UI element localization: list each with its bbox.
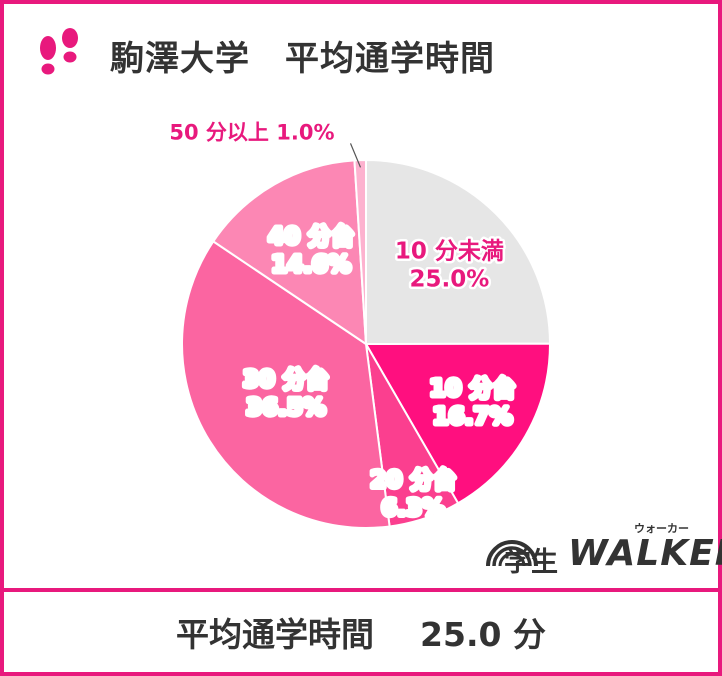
pie-slice — [353, 158, 367, 345]
slice-label-outside: 50 分以上 1.0% — [169, 120, 334, 144]
slice-value-label: 36.5% — [246, 395, 326, 421]
footer-label: 平均通学時間 — [176, 615, 375, 654]
logo-walker: WALKER — [568, 533, 722, 574]
slice-value-label: 14.6% — [271, 252, 351, 278]
slice-label: 50 分以上 — [169, 120, 276, 144]
logo-kana: ウォーカー — [634, 522, 689, 535]
leader-line — [349, 143, 362, 168]
pie-slice — [364, 342, 552, 505]
slice-label: 10 分未満 — [395, 239, 504, 265]
pie-slice — [211, 159, 368, 346]
slice-value-label: 1.0% — [276, 120, 334, 144]
footer-value: 25.0 分 — [420, 615, 546, 654]
slice-value-label: 25.0% — [410, 267, 490, 293]
logo-mark-icon — [486, 540, 538, 567]
gakusei-walker-logo: ウォーカー 学生 WALKER — [482, 514, 722, 578]
slice-value-label: 6.3% — [381, 495, 445, 521]
slice-label: 30 分台 — [243, 366, 329, 393]
chart-area: 駒澤大学 平均通学時間 10 分未満 25.0% 10 分台 16.7% 20 分台 6.… — [4, 4, 722, 588]
footprints-icon — [40, 28, 78, 75]
divider — [4, 588, 718, 592]
footer: 平均通学時間 25.0 分 — [4, 592, 718, 672]
slice-label: 10 分台 — [429, 375, 515, 402]
slice-value-label: 16.7% — [433, 404, 513, 430]
chart-title: 駒澤大学 平均通学時間 — [110, 38, 495, 79]
slice-label: 40 分台 — [268, 223, 354, 250]
header: 駒澤大学 平均通学時間 — [32, 26, 495, 84]
slice-label: 20 分台 — [370, 466, 456, 493]
logo-gakusei: 学生 — [504, 547, 558, 578]
pie-slice — [181, 240, 391, 529]
pie-slice — [365, 158, 552, 346]
